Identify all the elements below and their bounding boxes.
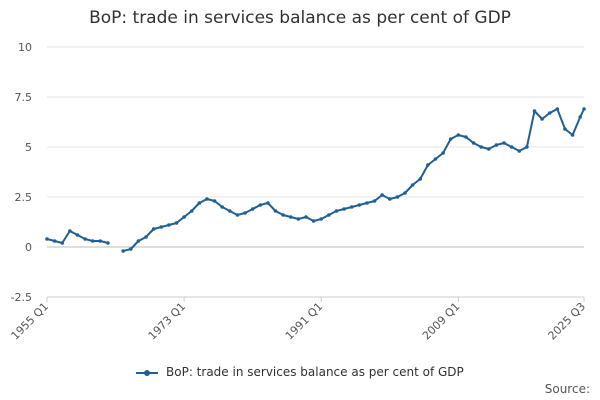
data-point <box>494 143 499 147</box>
data-point <box>159 225 164 229</box>
data-point <box>121 249 125 253</box>
data-point <box>258 203 263 207</box>
data-point <box>395 195 400 199</box>
x-tick-label: 1955 Q1 <box>9 300 52 343</box>
data-point <box>479 145 483 149</box>
data-point <box>205 197 209 201</box>
data-point <box>471 141 476 145</box>
data-point <box>532 109 537 113</box>
data-point <box>90 239 95 243</box>
data-point <box>197 201 202 205</box>
data-point <box>128 247 133 251</box>
data-point <box>288 215 293 219</box>
data-point <box>563 127 567 131</box>
data-point <box>441 151 445 155</box>
data-point <box>281 213 285 217</box>
series-layer <box>45 107 586 253</box>
data-point <box>433 157 438 161</box>
data-point <box>372 199 377 203</box>
gridlines <box>47 46 584 298</box>
data-point <box>243 211 247 215</box>
y-tick-label: -2.5 <box>11 291 32 304</box>
data-point <box>357 203 362 207</box>
x-tick-label: 1973 Q1 <box>146 300 189 343</box>
data-point <box>502 141 506 145</box>
data-point <box>68 229 72 233</box>
source-label: Source: <box>544 382 590 396</box>
y-tick-label: 2.5 <box>15 191 33 204</box>
data-point <box>365 201 369 205</box>
data-point <box>83 237 87 241</box>
data-point <box>319 217 324 221</box>
y-tick-label: 5 <box>25 141 32 154</box>
data-point <box>151 227 156 231</box>
data-point <box>509 145 514 149</box>
data-point <box>410 183 415 187</box>
data-point <box>578 115 582 119</box>
data-point <box>403 191 407 195</box>
data-point <box>570 133 575 137</box>
data-point <box>212 199 217 203</box>
x-axis-ticks: 1955 Q1 1973 Q1 1991 Q1 2009 Q1 2025 Q3 <box>9 297 589 343</box>
data-point <box>456 133 461 137</box>
data-point <box>517 149 522 153</box>
data-point <box>555 107 560 111</box>
data-point <box>426 163 430 167</box>
data-point <box>167 223 171 227</box>
data-point <box>387 197 392 201</box>
data-point <box>189 209 194 213</box>
data-point <box>311 219 316 223</box>
data-point <box>349 205 354 209</box>
x-tick-label: 2009 Q1 <box>420 300 463 343</box>
x-tick-label: 1991 Q1 <box>283 300 326 343</box>
data-point <box>45 237 49 241</box>
series-line <box>122 108 585 252</box>
chart-title: BoP: trade in services balance as per ce… <box>89 8 511 28</box>
data-point <box>174 221 179 225</box>
data-point <box>273 209 278 213</box>
x-tick-label: 2025 Q3 <box>546 300 589 343</box>
y-tick-label: 7.5 <box>15 91 33 104</box>
data-point <box>342 207 346 211</box>
data-point <box>98 239 103 243</box>
data-point <box>75 233 80 237</box>
data-point <box>228 209 232 213</box>
legend: BoP: trade in services balance as per ce… <box>0 365 600 379</box>
data-point <box>60 241 65 245</box>
data-point <box>296 217 301 221</box>
data-point <box>266 201 270 205</box>
data-point <box>448 137 453 141</box>
data-point <box>464 135 468 139</box>
data-point <box>304 215 308 219</box>
legend-swatch <box>136 368 159 378</box>
data-point <box>380 193 384 197</box>
data-point <box>486 147 491 151</box>
data-point <box>525 145 529 149</box>
data-point <box>52 239 57 243</box>
data-point <box>250 207 255 211</box>
legend-label: BoP: trade in services balance as per ce… <box>166 365 464 379</box>
data-point <box>220 205 224 209</box>
data-point <box>144 235 148 239</box>
data-point <box>582 107 586 111</box>
y-axis-ticks: 10 7.5 5 2.5 0 -2.5 <box>11 41 32 304</box>
y-tick-label: 10 <box>18 41 32 54</box>
data-point <box>540 117 544 121</box>
data-point <box>136 239 141 243</box>
data-point <box>418 177 423 181</box>
y-tick-label: 0 <box>25 241 32 254</box>
data-point <box>547 111 552 115</box>
data-point <box>106 241 110 245</box>
data-point <box>327 213 331 217</box>
data-point <box>182 215 186 219</box>
data-point <box>334 209 339 213</box>
data-point <box>235 213 240 217</box>
